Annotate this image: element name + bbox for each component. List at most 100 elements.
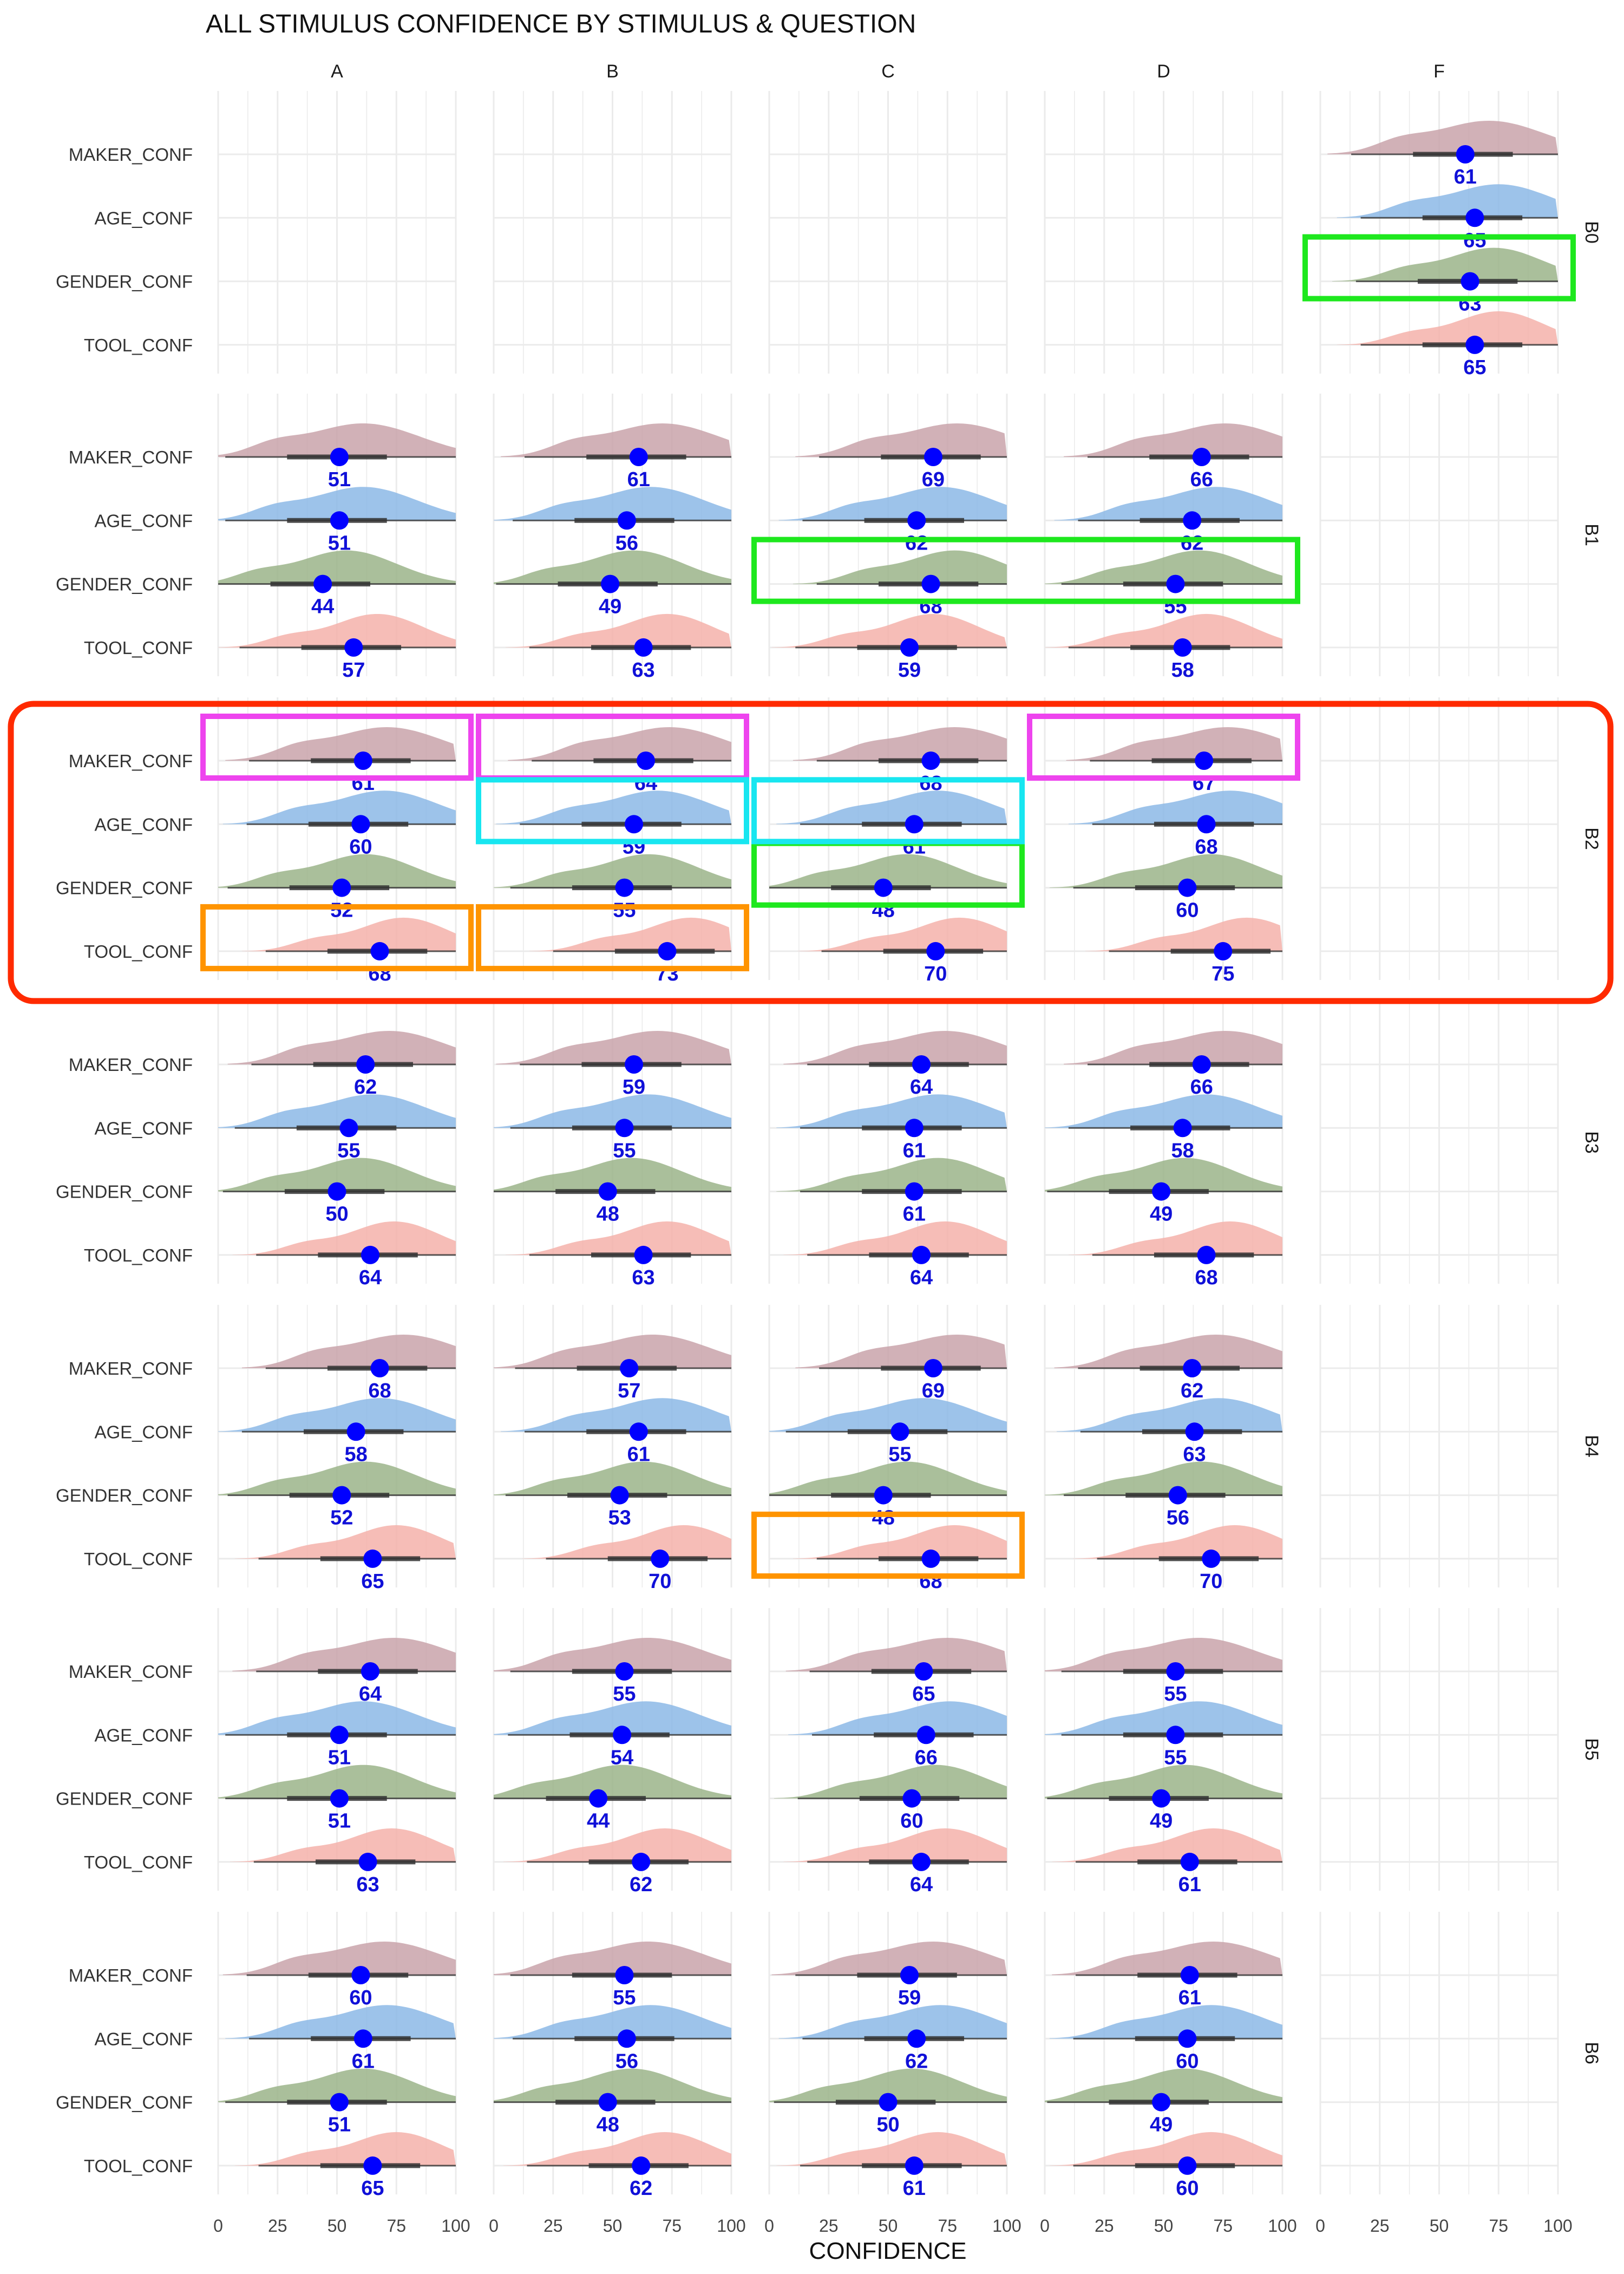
- mean-point: [1183, 1359, 1202, 1377]
- mean-label: 66: [1190, 468, 1213, 491]
- mean-point: [1465, 335, 1484, 354]
- density-ridge: [778, 487, 1007, 521]
- density-ridge: [230, 1828, 456, 1862]
- density-ridge: [227, 1031, 456, 1064]
- density-ridge: [776, 1158, 1007, 1192]
- density-ridge: [783, 1221, 1007, 1255]
- mean-label: 66: [915, 1746, 938, 1769]
- mean-label: 63: [632, 659, 654, 682]
- density-ridge: [1327, 121, 1558, 154]
- row-strip-label: B4: [1581, 1435, 1602, 1458]
- y-tick-label: GENDER_CONF: [56, 878, 193, 898]
- mean-label: 55: [1164, 1746, 1187, 1769]
- mean-point: [629, 1422, 648, 1441]
- mean-label: 61: [1178, 1987, 1201, 2009]
- density-ridge: [1049, 2005, 1282, 2039]
- mean-point: [598, 1182, 617, 1201]
- density-ridge: [1052, 1942, 1282, 1975]
- mean-point: [617, 511, 636, 530]
- mean-point: [356, 1055, 375, 1074]
- chart-title: ALL STIMULUS CONFIDENCE BY STIMULUS & QU…: [206, 10, 916, 38]
- mean-label: 50: [325, 1203, 348, 1226]
- mean-label: 55: [613, 1139, 636, 1162]
- mean-point: [921, 574, 940, 593]
- mean-point: [339, 1119, 358, 1138]
- density-ridge: [1068, 1221, 1282, 1255]
- mean-label: 63: [356, 1873, 379, 1896]
- density-ridge: [218, 2068, 456, 2102]
- mean-label: 51: [328, 1810, 351, 1833]
- mean-label: 64: [359, 1266, 382, 1289]
- mean-label: 60: [1176, 2050, 1199, 2073]
- density-ridge: [797, 917, 1007, 951]
- density-ridge: [234, 2132, 456, 2166]
- mean-point: [363, 2156, 382, 2175]
- y-tick-label: AGE_CONF: [94, 814, 193, 834]
- mean-label: 66: [1190, 1076, 1213, 1099]
- highlight-box-green: [1302, 234, 1576, 302]
- density-ridge: [494, 2068, 731, 2102]
- density-ridge: [769, 1461, 1007, 1495]
- mean-point: [921, 1549, 940, 1568]
- mean-label: 59: [898, 1987, 921, 2009]
- density-ridge: [225, 727, 456, 761]
- density-ridge: [783, 1828, 1007, 1862]
- density-ridge: [218, 423, 456, 457]
- mean-point: [632, 1852, 651, 1871]
- y-tick-label: GENDER_CONF: [56, 272, 193, 292]
- mean-point: [900, 638, 919, 657]
- density-ridge: [222, 1942, 456, 1975]
- mean-label: 68: [1195, 835, 1217, 858]
- density-ridge: [494, 1461, 731, 1495]
- density-ridge: [793, 550, 1007, 584]
- density-ridge: [496, 1031, 731, 1064]
- x-tick-label: 50: [1154, 2216, 1174, 2236]
- density-ridge: [1337, 311, 1558, 345]
- row-strip-label: B3: [1581, 1131, 1602, 1154]
- mean-point: [1465, 208, 1484, 227]
- mean-label: 55: [888, 1443, 911, 1466]
- mean-label: 44: [587, 1810, 610, 1833]
- density-ridge: [1049, 854, 1282, 888]
- y-tick-label: TOOL_CONF: [84, 335, 193, 355]
- gridlines: [217, 91, 1559, 2194]
- labels-layer: A B C D F B0 MAKER_CONF AGE_CONF GENDER_CONF TOOL…: [56, 61, 1602, 2236]
- density-ridge: [1337, 184, 1558, 218]
- mean-point: [905, 815, 924, 834]
- mean-label: 62: [905, 2050, 928, 2073]
- row-strip-label: B2: [1581, 827, 1602, 850]
- density-ridge: [218, 1701, 456, 1735]
- mean-label: 58: [344, 1443, 367, 1466]
- y-tick-label: AGE_CONF: [94, 511, 193, 531]
- density-ridge: [218, 487, 456, 521]
- density-ridge: [1054, 487, 1282, 521]
- y-tick-label: MAKER_CONF: [69, 145, 193, 165]
- density-ridge: [1045, 1765, 1282, 1799]
- mean-point: [629, 448, 648, 466]
- x-tick-label: 50: [879, 2216, 898, 2236]
- mean-label: 60: [1176, 899, 1199, 922]
- y-tick-label: GENDER_CONF: [56, 2093, 193, 2113]
- mean-label: 53: [608, 1507, 631, 1530]
- highlight-box-cyan: [476, 777, 749, 845]
- mean-point: [1178, 878, 1197, 897]
- mean-label: 68: [919, 772, 942, 795]
- density-ridge: [788, 1701, 1007, 1735]
- mean-point: [916, 1726, 935, 1744]
- density-ridge: [503, 2132, 731, 2166]
- mean-label: 61: [1178, 1873, 1201, 1896]
- mean-point: [914, 1662, 933, 1681]
- mean-point: [907, 511, 926, 530]
- mean-point: [924, 448, 942, 466]
- density-ridge: [494, 1094, 731, 1128]
- mean-label: 65: [912, 1683, 935, 1706]
- mean-point: [313, 574, 332, 593]
- mean-point: [634, 1245, 653, 1264]
- y-tick-label: MAKER_CONF: [69, 751, 193, 771]
- y-tick-label: MAKER_CONF: [69, 1358, 193, 1378]
- x-tick-label: 100: [992, 2216, 1021, 2236]
- row-strip-label: B5: [1581, 1738, 1602, 1761]
- y-tick-label: TOOL_CONF: [84, 1852, 193, 1872]
- mean-label: 60: [1176, 2177, 1199, 2200]
